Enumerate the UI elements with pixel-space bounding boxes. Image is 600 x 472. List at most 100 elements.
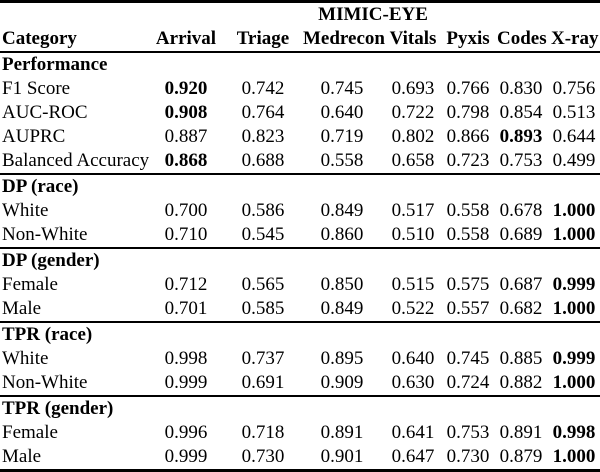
metric-value: 0.766 xyxy=(446,78,490,99)
metric-value: 0.866 xyxy=(446,126,490,147)
metric-value: 0.999 xyxy=(164,372,208,393)
metric-value: 0.723 xyxy=(446,150,490,171)
metric-value: 0.575 xyxy=(446,274,490,295)
metric-value: 0.753 xyxy=(446,422,490,443)
section-title: DP (gender) xyxy=(0,247,600,273)
group-header-row: MIMIC-EYE xyxy=(0,2,600,28)
metric-value: 0.745 xyxy=(446,348,490,369)
metric-value: 0.647 xyxy=(391,446,435,467)
column-header-codes: Codes xyxy=(494,27,548,53)
metric-value: 0.996 xyxy=(164,422,208,443)
metric-value: 0.887 xyxy=(164,126,208,147)
metric-value: 0.999 xyxy=(164,446,208,467)
metric-value: 0.515 xyxy=(391,274,435,295)
metric-value: 0.756 xyxy=(552,78,596,99)
table-row: F1 Score 0.920 0.742 0.745 0.693 0.766 0.830 0.… xyxy=(0,77,600,101)
section-header-row: Performance xyxy=(0,52,600,77)
metric-value: 0.998 xyxy=(164,348,208,369)
metric-value: 0.909 xyxy=(320,372,364,393)
metric-value: 0.682 xyxy=(499,298,543,319)
row-label: Non-White xyxy=(2,224,88,245)
metric-value: 0.891 xyxy=(499,422,543,443)
metric-value: 0.879 xyxy=(499,446,543,467)
metric-value: 0.901 xyxy=(320,446,364,467)
metric-value: 0.745 xyxy=(320,78,364,99)
metric-value: 0.701 xyxy=(164,298,208,319)
metric-value: 0.920 xyxy=(164,78,208,99)
metric-value: 0.691 xyxy=(241,372,285,393)
metric-value: 0.860 xyxy=(320,224,364,245)
metric-value: 0.719 xyxy=(320,126,364,147)
metric-value: 0.999 xyxy=(552,348,596,369)
metric-value: 0.517 xyxy=(391,200,435,221)
metric-value: 0.718 xyxy=(241,422,285,443)
metric-value: 0.999 xyxy=(552,274,596,295)
metric-value: 1.000 xyxy=(552,224,596,245)
table-row: Non-White 0.710 0.545 0.860 0.510 0.558 0.689 1… xyxy=(0,223,600,248)
section-title: TPR (gender) xyxy=(0,395,600,421)
metric-value: 0.724 xyxy=(446,372,490,393)
row-label: Male xyxy=(2,298,42,319)
section-header-row: TPR (race) xyxy=(0,321,600,347)
row-label: AUC-ROC xyxy=(2,102,88,123)
metric-value: 0.885 xyxy=(499,348,543,369)
metric-value: 0.658 xyxy=(391,150,435,171)
row-label: Female xyxy=(2,422,58,443)
section-title: DP (race) xyxy=(0,173,600,199)
row-label: Female xyxy=(2,274,58,295)
metric-value: 0.640 xyxy=(391,348,435,369)
column-header-arrival: Arrival xyxy=(146,27,226,53)
section-title: TPR (race) xyxy=(0,321,600,347)
table-row: White 0.998 0.737 0.895 0.640 0.745 0.885 0.999 xyxy=(0,347,600,371)
metric-value: 0.830 xyxy=(499,78,543,99)
table-row: AUPRC 0.887 0.823 0.719 0.802 0.866 0.893 0.644 xyxy=(0,125,600,149)
metric-value: 0.849 xyxy=(320,298,364,319)
metric-value: 0.710 xyxy=(164,224,208,245)
metric-value: 0.522 xyxy=(391,298,435,319)
column-header-triage: Triage xyxy=(226,27,300,53)
metric-value: 0.630 xyxy=(391,372,435,393)
metric-value: 1.000 xyxy=(552,372,596,393)
metric-value: 1.000 xyxy=(552,298,596,319)
metric-value: 0.893 xyxy=(499,126,543,147)
metric-value: 0.700 xyxy=(164,200,208,221)
row-label: Non-White xyxy=(2,372,88,393)
column-header-pyxis: Pyxis xyxy=(442,27,494,53)
row-label: White xyxy=(2,348,49,369)
row-label: F1 Score xyxy=(2,78,71,99)
metric-value: 0.586 xyxy=(241,200,285,221)
metric-value: 0.802 xyxy=(391,126,435,147)
metric-value: 0.882 xyxy=(499,372,543,393)
metric-value: 0.558 xyxy=(320,150,364,171)
metric-value: 0.722 xyxy=(391,102,435,123)
metric-value: 0.850 xyxy=(320,274,364,295)
metric-value: 0.689 xyxy=(499,224,543,245)
section-title: Performance xyxy=(2,54,108,75)
section-header-row: DP (gender) xyxy=(0,247,600,273)
metric-value: 0.545 xyxy=(241,224,285,245)
metric-value: 0.849 xyxy=(320,200,364,221)
metric-value: 0.510 xyxy=(391,224,435,245)
metric-value: 0.764 xyxy=(241,102,285,123)
row-label: White xyxy=(2,200,49,221)
metric-value: 0.513 xyxy=(552,102,596,123)
metric-value: 0.798 xyxy=(446,102,490,123)
metric-value: 0.678 xyxy=(499,200,543,221)
metric-value: 0.895 xyxy=(320,348,364,369)
metric-value: 0.753 xyxy=(499,150,543,171)
column-header-category: Category xyxy=(0,27,146,53)
metric-value: 0.565 xyxy=(241,274,285,295)
metric-value: 0.998 xyxy=(552,422,596,443)
dataset-group-header: MIMIC-EYE xyxy=(318,4,428,25)
metric-value: 0.737 xyxy=(241,348,285,369)
column-header-vitals: Vitals xyxy=(384,27,442,53)
table-row: Female 0.996 0.718 0.891 0.641 0.753 0.891 0.99… xyxy=(0,421,600,445)
table-row: Male 0.999 0.730 0.901 0.647 0.730 0.879 1.000 xyxy=(0,445,600,471)
column-header-xray: X-ray xyxy=(548,27,600,53)
metric-value: 0.499 xyxy=(552,150,596,171)
table-row: Non-White 0.999 0.691 0.909 0.630 0.724 0.882 1… xyxy=(0,371,600,396)
table-row: Male 0.701 0.585 0.849 0.522 0.557 0.682 1.000 xyxy=(0,297,600,322)
metric-value: 0.640 xyxy=(320,102,364,123)
